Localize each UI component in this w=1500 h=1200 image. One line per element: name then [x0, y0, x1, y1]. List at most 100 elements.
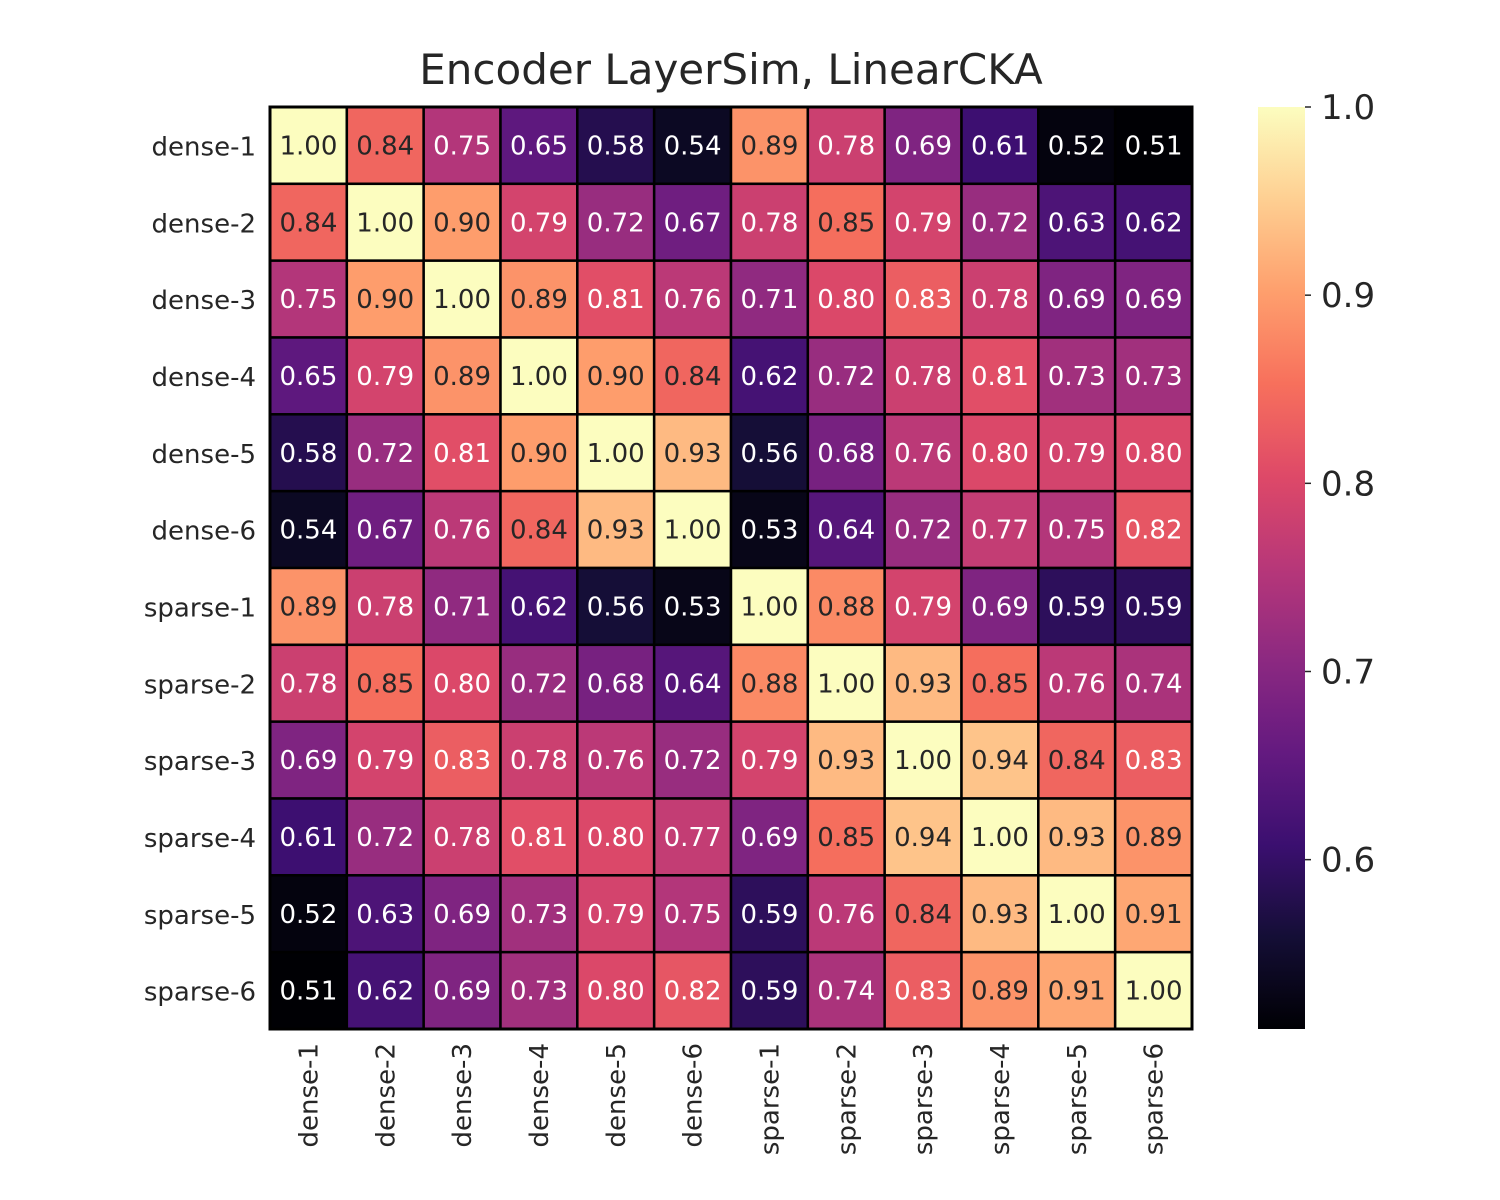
cell-value-label: 0.62 [356, 977, 414, 1007]
cell-value-label: 0.72 [587, 208, 645, 238]
cell-value-label: 0.84 [894, 900, 952, 930]
cell-value-label: 0.76 [1048, 669, 1106, 699]
heatmap-cell [345, 797, 425, 877]
row-tick-label: sparse-2 [144, 670, 256, 700]
cell-value-label: 0.76 [587, 746, 645, 776]
cell-value-label: 0.59 [740, 900, 798, 930]
cell-value-label: 0.71 [433, 592, 491, 622]
cell-value-label: 0.76 [894, 439, 952, 469]
row-tick-label: sparse-5 [144, 901, 256, 931]
heatmap-cell [652, 413, 733, 493]
heatmap-cell [652, 566, 733, 647]
cell-value-label: 0.84 [510, 516, 568, 546]
colorbar-tick-label: 0.9 [1321, 276, 1375, 316]
heatmap-cell [1113, 643, 1194, 723]
cell-value-label: 0.79 [587, 900, 645, 930]
cell-value-label: 0.72 [356, 439, 414, 469]
cell-value-label: 0.78 [817, 131, 875, 161]
cell-value-label: 0.85 [817, 208, 875, 238]
heatmap-cell [1113, 720, 1194, 800]
cell-value-label: 0.58 [587, 131, 645, 161]
cell-value-label: 0.77 [971, 516, 1029, 546]
cell-value-label: 0.88 [740, 669, 798, 699]
cell-value-label: 0.51 [279, 977, 337, 1007]
cell-value-label: 0.61 [971, 131, 1029, 161]
column-tick-label: sparse-1 [755, 1043, 785, 1155]
cell-value-label: 0.79 [894, 208, 952, 238]
heatmap-cell [422, 413, 502, 493]
cell-value-label: 1.00 [356, 208, 414, 238]
row-tick-label: dense-1 [152, 132, 256, 162]
heatmap-cell [729, 413, 810, 493]
cell-value-label: 0.78 [510, 746, 568, 776]
cell-value-label: 0.91 [1048, 977, 1106, 1007]
cell-value-label: 0.59 [1125, 592, 1183, 622]
cell-value-label: 0.58 [279, 439, 337, 469]
heatmap-cell [1113, 874, 1194, 954]
row-tick-label: dense-4 [152, 363, 256, 393]
cell-value-label: 0.84 [356, 131, 414, 161]
cell-value-label: 0.90 [510, 439, 568, 469]
cell-value-label: 0.69 [433, 977, 491, 1007]
heatmap-cell [806, 720, 886, 800]
cell-value-label: 0.82 [664, 977, 722, 1007]
heatmap-cell [729, 566, 810, 647]
cell-value-label: 0.84 [664, 362, 722, 392]
cell-value-label: 0.62 [740, 362, 798, 392]
cell-value-label: 0.69 [971, 592, 1029, 622]
cell-value-label: 0.76 [664, 285, 722, 315]
heatmap-cell [1113, 336, 1194, 416]
cell-value-label: 1.00 [587, 439, 645, 469]
colorbar-tick-label: 0.7 [1321, 652, 1375, 692]
heatmap-cell [345, 566, 425, 647]
cell-value-label: 0.85 [971, 669, 1029, 699]
cell-value-label: 0.80 [587, 823, 645, 853]
heatmap-cell [345, 950, 425, 1031]
cell-value-label: 0.83 [433, 746, 491, 776]
cell-value-label: 0.65 [279, 362, 337, 392]
heatmap-cell [422, 643, 502, 723]
cell-value-label: 0.79 [1048, 439, 1106, 469]
heatmap-cell [883, 874, 963, 954]
cell-value-label: 1.00 [817, 669, 875, 699]
heatmap-cell [1037, 336, 1117, 416]
cell-value-label: 0.72 [894, 516, 952, 546]
heatmap-cell [883, 336, 963, 416]
cell-value-label: 1.00 [740, 592, 798, 622]
cell-value-label: 0.79 [740, 746, 798, 776]
cell-value-label: 0.67 [664, 208, 722, 238]
heatmap-cell [652, 105, 733, 186]
cell-value-label: 0.72 [664, 746, 722, 776]
heatmap-cell [499, 182, 579, 262]
row-tick-label: sparse-1 [144, 593, 256, 623]
heatmap-cell [1113, 259, 1194, 339]
heatmap-cell [422, 566, 502, 647]
chart-title: Encoder LayerSim, LinearCKA [419, 45, 1043, 94]
cell-value-label: 0.84 [279, 208, 337, 238]
cell-value-label: 0.90 [356, 285, 414, 315]
heatmap-cell [960, 105, 1040, 186]
cell-value-label: 0.88 [817, 592, 875, 622]
heatmap-cell [806, 797, 886, 877]
heatmap-cell [960, 182, 1040, 262]
row-tick-label: dense-3 [152, 286, 256, 316]
cell-value-label: 1.00 [971, 823, 1029, 853]
cell-value-label: 0.82 [1125, 516, 1183, 546]
cell-value-label: 1.00 [433, 285, 491, 315]
cell-value-label: 0.89 [510, 285, 568, 315]
cell-value-label: 1.00 [279, 131, 337, 161]
cell-value-label: 0.56 [740, 439, 798, 469]
cell-value-label: 0.53 [664, 592, 722, 622]
cell-value-label: 0.93 [664, 439, 722, 469]
heatmap-cell [576, 182, 656, 262]
cell-value-label: 0.80 [587, 977, 645, 1007]
column-tick-label: dense-2 [371, 1043, 401, 1147]
cell-value-label: 0.53 [740, 516, 798, 546]
cell-value-label: 0.69 [433, 900, 491, 930]
cell-value-label: 0.94 [971, 746, 1029, 776]
heatmap-cell [499, 489, 579, 570]
heatmap-cell [268, 336, 349, 416]
cell-value-label: 0.80 [971, 439, 1029, 469]
heatmap-cell [268, 643, 349, 723]
heatmap-cell [883, 489, 963, 570]
